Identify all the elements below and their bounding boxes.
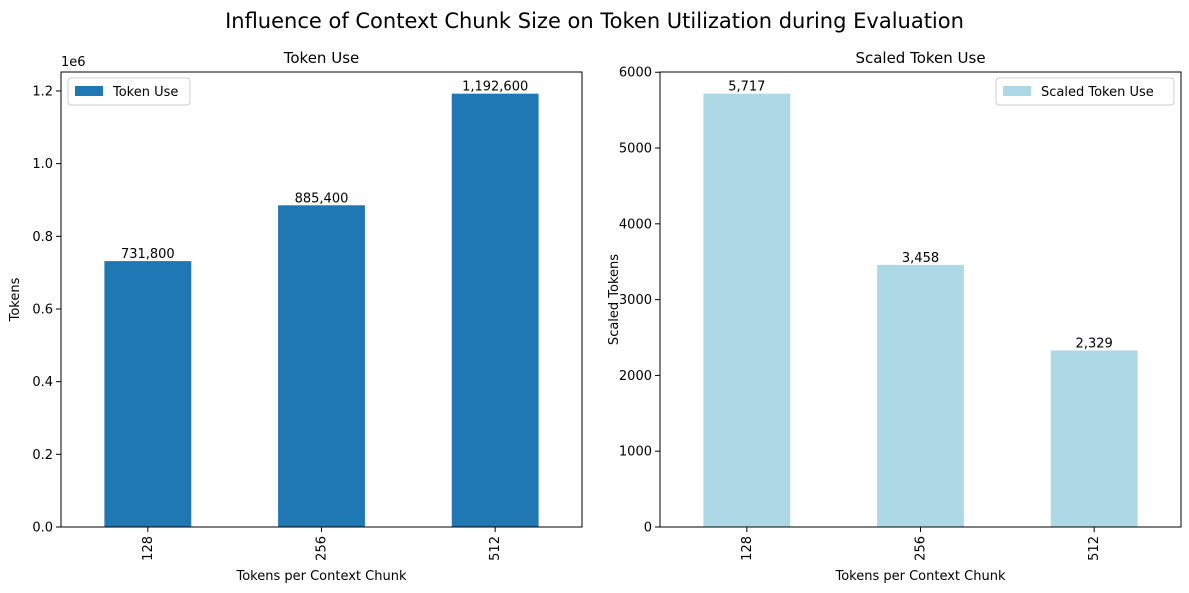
scaled-token-use-y-tick-label: 0: [644, 521, 652, 536]
scaled-token-use-x-label: Tokens per Context Chunk: [834, 569, 1005, 584]
token-use-y-tick-label: 1.2: [32, 84, 53, 99]
token-use-x-tick-label: 256: [315, 536, 330, 561]
token-use-bar: [451, 93, 539, 528]
token-use-title: Token Use: [283, 49, 359, 67]
scaled-token-use-y-tick-label: 5000: [619, 142, 652, 157]
scaled-token-use-legend-swatch: [1003, 86, 1031, 96]
scaled-token-use-y-label: Scaled Tokens: [607, 254, 622, 345]
scaled-token-use-y-tick-label: 6000: [619, 66, 652, 81]
token-use-y-tick-label: 0.0: [32, 521, 53, 536]
scaled-token-use-y-tick-label: 2000: [619, 369, 652, 384]
token-use-panel: 731,800 128 885,400 256 1,192,600 512 0.0 0.2 0.…: [8, 49, 583, 584]
token-use-offset-text: 1e6: [61, 55, 86, 70]
scaled-token-use-legend-box: [995, 77, 1175, 106]
scaled-token-use-legend-label: Scaled Token Use: [1041, 85, 1154, 100]
token-use-x-tick-label: 512: [488, 536, 503, 561]
scaled-token-use-x-tick-label: 512: [1087, 536, 1102, 561]
scaled-token-use-x-tick-label: 256: [914, 536, 929, 561]
token-use-y-label: Tokens: [8, 277, 23, 322]
scaled-token-use-data-label: 3,458: [902, 251, 939, 266]
scaled-token-use-bar: [703, 93, 791, 528]
scaled-token-use-x-tick-label: 128: [740, 536, 755, 561]
scaled-token-use-y-tick-label: 3000: [619, 293, 652, 308]
token-use-legend: Token Use: [67, 77, 191, 106]
token-use-y-tick-label: 0.2: [32, 448, 53, 463]
token-use-bar: [104, 261, 192, 527]
token-use-legend-box: [67, 77, 191, 106]
token-use-y-tick-label: 0.6: [32, 302, 53, 317]
token-use-y-tick-label: 0.8: [32, 230, 53, 245]
scaled-token-use-bar: [877, 264, 964, 527]
scaled-token-use-title: Scaled Token Use: [855, 49, 985, 67]
token-use-data-label: 731,800: [121, 247, 175, 262]
token-use-legend-swatch: [75, 86, 103, 96]
token-use-x-tick-label: 128: [141, 536, 156, 561]
figure-title: Influence of Context Chunk Size on Token…: [225, 9, 964, 33]
scaled-token-use-data-label: 5,717: [728, 80, 765, 95]
scaled-token-use-y-tick-label: 4000: [619, 217, 652, 232]
scaled-token-use-data-label: 2,329: [1076, 336, 1113, 351]
token-use-axes-frame: [60, 71, 583, 528]
token-use-legend-label: Token Use: [112, 85, 178, 100]
scaled-token-use-panel: 5,717 128 3,458 256 2,329 512 0 1000 2000 3000 400…: [607, 49, 1182, 584]
token-use-data-label: 1,192,600: [462, 80, 528, 95]
scaled-token-use-axes-frame: [659, 71, 1182, 528]
scaled-token-use-y-tick-label: 1000: [619, 445, 652, 460]
token-use-y-tick-label: 1.0: [32, 157, 53, 172]
token-use-x-label: Tokens per Context Chunk: [235, 569, 406, 584]
token-use-y-tick-label: 0.4: [32, 375, 53, 390]
token-use-data-label: 885,400: [295, 191, 349, 206]
token-use-bar: [278, 205, 365, 527]
scaled-token-use-legend: Scaled Token Use: [995, 77, 1175, 106]
scaled-token-use-bar: [1050, 350, 1138, 527]
